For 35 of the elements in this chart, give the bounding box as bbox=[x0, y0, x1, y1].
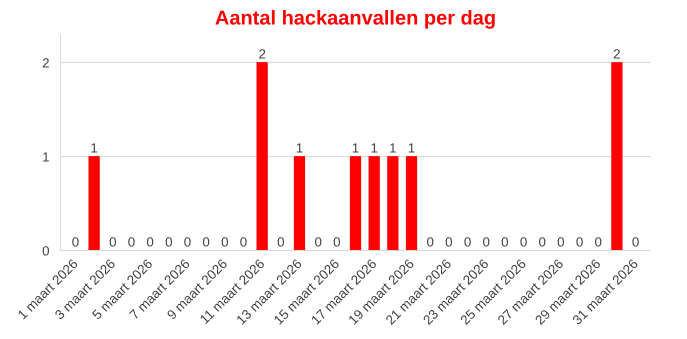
data-label: 0 bbox=[128, 234, 136, 250]
data-label: 0 bbox=[240, 234, 248, 250]
data-label: 0 bbox=[464, 234, 472, 250]
data-label: 0 bbox=[109, 234, 116, 250]
data-label: 0 bbox=[146, 234, 154, 250]
data-label: 0 bbox=[277, 234, 285, 250]
y-tick-label: 2 bbox=[42, 56, 50, 71]
y-tick-label: 1 bbox=[42, 150, 50, 165]
y-tick-label: 0 bbox=[42, 244, 50, 258]
data-label: 0 bbox=[333, 234, 341, 250]
data-label: 0 bbox=[501, 234, 509, 250]
data-label: 0 bbox=[594, 234, 602, 250]
data-label: 0 bbox=[72, 234, 80, 250]
data-label: 0 bbox=[576, 234, 584, 250]
data-label: 0 bbox=[202, 234, 210, 250]
data-label: 0 bbox=[426, 234, 434, 250]
data-label: 0 bbox=[538, 234, 546, 250]
data-label: 1 bbox=[90, 140, 98, 156]
data-label: 2 bbox=[613, 46, 621, 62]
data-label: 0 bbox=[165, 234, 173, 250]
data-label: 0 bbox=[314, 234, 322, 250]
data-label: 2 bbox=[258, 46, 266, 62]
data-label: 0 bbox=[632, 234, 640, 250]
data-label: 1 bbox=[370, 140, 378, 156]
data-label: 0 bbox=[520, 234, 528, 250]
data-label: 0 bbox=[557, 234, 565, 250]
data-label: 0 bbox=[482, 234, 490, 250]
data-label: 1 bbox=[352, 140, 360, 156]
data-label: 1 bbox=[389, 140, 397, 156]
chart-title: Aantal hackaanvallen per dag bbox=[214, 8, 496, 30]
data-label: 0 bbox=[221, 234, 229, 250]
data-label: 0 bbox=[184, 234, 192, 250]
data-label: 0 bbox=[445, 234, 453, 250]
data-label: 1 bbox=[408, 140, 416, 156]
data-label: 1 bbox=[296, 140, 304, 156]
